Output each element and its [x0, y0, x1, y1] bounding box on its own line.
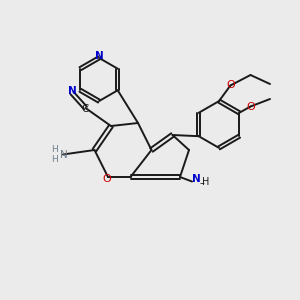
Text: O: O [226, 80, 235, 91]
Text: H: H [202, 177, 210, 188]
Text: O: O [246, 101, 255, 112]
Text: N: N [68, 86, 76, 97]
Text: H: H [51, 154, 58, 164]
Text: O: O [102, 174, 111, 184]
Text: –: – [200, 178, 204, 188]
Text: N: N [94, 51, 103, 62]
Text: N: N [60, 149, 68, 160]
Text: N: N [192, 174, 201, 184]
Text: C: C [82, 104, 89, 115]
Text: H: H [51, 146, 58, 154]
